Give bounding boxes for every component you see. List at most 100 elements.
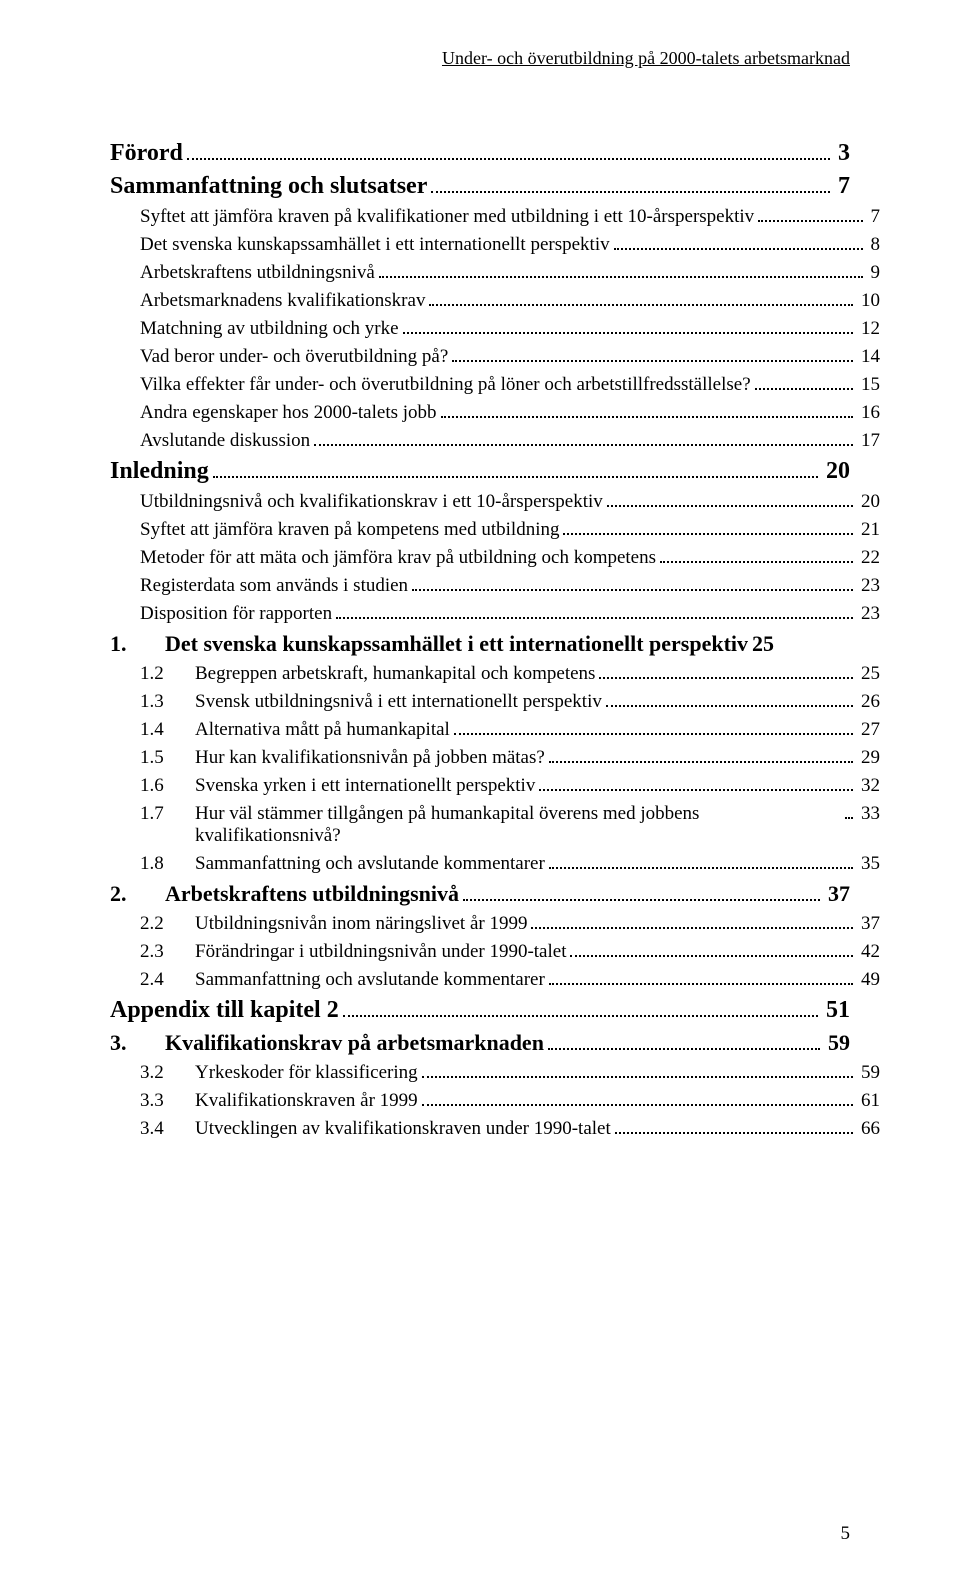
toc-entry-page: 37 [824, 881, 850, 907]
toc-leader-dots [422, 1104, 853, 1106]
toc-leader-dots [548, 1048, 820, 1050]
toc-entry-page: 49 [857, 969, 880, 991]
toc-entry-number: 3.2 [140, 1062, 195, 1084]
toc-entry-number: 1.8 [140, 853, 195, 875]
toc-leader-dots [403, 332, 853, 334]
toc-leader-dots [660, 561, 853, 563]
toc-entry: 1.7Hur väl stämmer tillgången på humanka… [140, 803, 880, 847]
toc-entry-label: Sammanfattning och avslutande kommentare… [195, 969, 545, 991]
toc-entry: Vilka effekter får under- och överutbild… [140, 374, 880, 396]
toc-entry-number: 1. [110, 631, 165, 657]
toc-entry-label: Arbetskraftens utbildningsnivå [165, 881, 459, 907]
page-number: 5 [841, 1523, 851, 1545]
toc-entry-number: 2. [110, 881, 165, 907]
toc-entry-page: 51 [822, 997, 850, 1024]
toc-entry-number: 1.4 [140, 719, 195, 741]
toc-leader-dots [379, 276, 863, 278]
toc-leader-dots [614, 248, 863, 250]
toc-entry-number: 3. [110, 1030, 165, 1056]
toc-entry-page: 21 [857, 519, 880, 541]
toc-leader-dots [422, 1076, 853, 1078]
toc-entry-label: Alternativa mått på humankapital [195, 719, 450, 741]
toc-leader-dots [441, 416, 853, 418]
toc-entry: Arbetsmarknadens kvalifikationskrav 10 [140, 290, 880, 312]
toc-entry: 2.Arbetskraftens utbildningsnivå 37 [110, 881, 850, 907]
toc-entry-label: Sammanfattning och slutsatser [110, 173, 427, 200]
toc-entry-number: 2.3 [140, 941, 195, 963]
toc-entry: Inledning 20 [110, 458, 850, 485]
toc-entry: 1.2Begreppen arbetskraft, humankapital o… [140, 663, 880, 685]
toc-entry-page: 15 [857, 374, 880, 396]
toc-leader-dots [549, 761, 853, 763]
toc-entry-label: Inledning [110, 458, 209, 485]
toc-entry-page: 66 [857, 1118, 880, 1140]
toc-entry-page: 17 [857, 430, 880, 452]
toc-entry: 1.6Svenska yrken i ett internationellt p… [140, 775, 880, 797]
toc-entry-page: 20 [822, 458, 850, 485]
toc-entry: Matchning av utbildning och yrke12 [140, 318, 880, 340]
toc-entry-number: 3.4 [140, 1118, 195, 1140]
toc-entry: Andra egenskaper hos 2000-talets jobb 16 [140, 402, 880, 424]
toc-entry-label: Disposition för rapporten [140, 603, 332, 625]
toc-leader-dots [187, 158, 830, 160]
toc-entry-label: Begreppen arbetskraft, humankapital och … [195, 663, 595, 685]
toc-entry-label: Utvecklingen av kvalifikationskraven und… [195, 1118, 611, 1140]
toc-entry: Metoder för att mäta och jämföra krav på… [140, 547, 880, 569]
toc-leader-dots [431, 191, 830, 193]
toc-leader-dots [539, 789, 853, 791]
toc-entry-label: Utbildningsnivå och kvalifikationskrav i… [140, 491, 603, 513]
toc-leader-dots [454, 733, 853, 735]
toc-leader-dots [314, 444, 853, 446]
toc-entry-label: Appendix till kapitel 2 [110, 997, 339, 1024]
toc-entry-label: Svenska yrken i ett internationellt pers… [195, 775, 535, 797]
toc-entry: Syftet att jämföra kraven på kvalifikati… [140, 206, 880, 228]
toc-entry: Disposition för rapporten 23 [140, 603, 880, 625]
toc-entry-page: 29 [857, 747, 880, 769]
toc-leader-dots [463, 899, 820, 901]
toc-entry-label: Arbetsmarknadens kvalifikationskrav [140, 290, 425, 312]
toc-entry-label: Kvalifikationskraven år 1999 [195, 1090, 418, 1112]
toc-entry-label: Registerdata som används i studien [140, 575, 408, 597]
toc-entry-page: 22 [857, 547, 880, 569]
toc-entry-page: 8 [867, 234, 881, 256]
toc-entry-page: 10 [857, 290, 880, 312]
toc-entry-page: 12 [857, 318, 880, 340]
toc-entry-label: Sammanfattning och avslutande kommentare… [195, 853, 545, 875]
toc-entry-page: 23 [857, 603, 880, 625]
toc-entry-label: Yrkeskoder för klassificering [195, 1062, 418, 1084]
toc-leader-dots [531, 927, 853, 929]
toc-entry: 3.2Yrkeskoder för klassificering59 [140, 1062, 880, 1084]
toc-entry-number: 3.3 [140, 1090, 195, 1112]
toc-entry-number: 1.2 [140, 663, 195, 685]
toc-entry: Registerdata som används i studien23 [140, 575, 880, 597]
toc-entry-page: 14 [857, 346, 880, 368]
toc-entry: 1.4Alternativa mått på humankapital 27 [140, 719, 880, 741]
toc-entry-page: 7 [834, 173, 850, 200]
toc-entry-label: Metoder för att mäta och jämföra krav på… [140, 547, 656, 569]
toc-leader-dots [429, 304, 853, 306]
toc-entry-label: Svensk utbildningsnivå i ett internation… [195, 691, 602, 713]
toc-entry-page: 33 [857, 803, 880, 825]
toc-entry: Syftet att jämföra kraven på kompetens m… [140, 519, 880, 541]
toc-leader-dots [213, 476, 818, 478]
toc-entry: 3.3Kvalifikationskraven år 199961 [140, 1090, 880, 1112]
toc-entry: Sammanfattning och slutsatser 7 [110, 173, 850, 200]
toc-leader-dots [570, 955, 853, 957]
toc-leader-dots [336, 617, 853, 619]
toc-leader-dots [607, 505, 853, 507]
toc-leader-dots [758, 220, 862, 222]
toc-entry: 3.4Utvecklingen av kvalifikationskraven … [140, 1118, 880, 1140]
toc-entry-label: Andra egenskaper hos 2000-talets jobb [140, 402, 437, 424]
toc-leader-dots [563, 533, 853, 535]
toc-entry: 1.8Sammanfattning och avslutande komment… [140, 853, 880, 875]
toc-leader-dots [549, 867, 853, 869]
toc-entry-page: 25 [748, 631, 774, 657]
toc-entry-label: Syftet att jämföra kraven på kompetens m… [140, 519, 559, 541]
toc-entry: 1.5Hur kan kvalifikationsnivån på jobben… [140, 747, 880, 769]
toc-entry: 2.4Sammanfattning och avslutande komment… [140, 969, 880, 991]
toc-leader-dots [599, 677, 853, 679]
toc-entry-page: 27 [857, 719, 880, 741]
toc-entry-label: Vad beror under- och överutbildning på? [140, 346, 448, 368]
toc-leader-dots [452, 360, 853, 362]
toc-entry-page: 16 [857, 402, 880, 424]
